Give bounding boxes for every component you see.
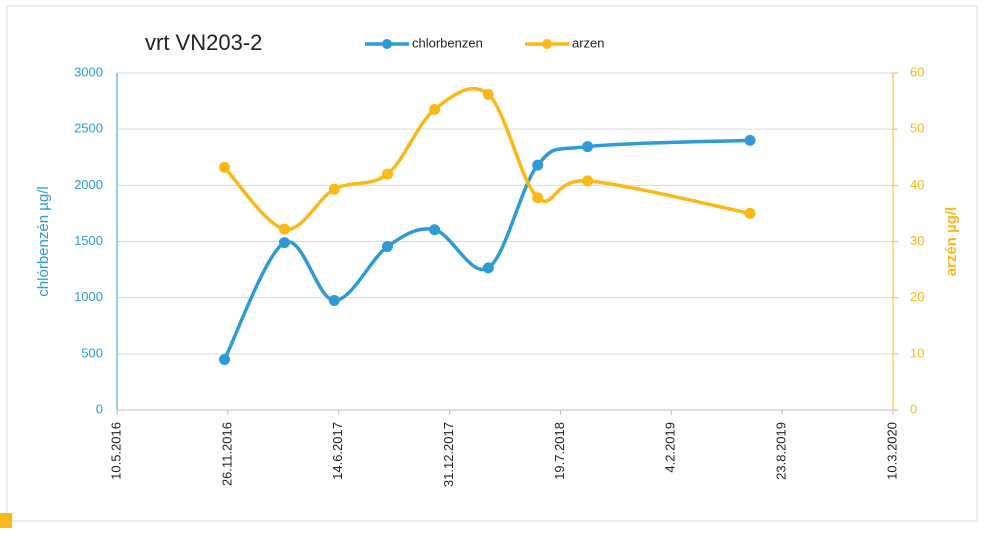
legend-label: arzen xyxy=(572,35,605,50)
y-tick-label: 2500 xyxy=(74,121,103,136)
x-tick-label: 10.3.2020 xyxy=(884,422,899,480)
data-point xyxy=(278,237,290,249)
y2-tick-label: 0 xyxy=(910,401,917,416)
x-tick-label: 26.11.2016 xyxy=(219,422,234,486)
data-point xyxy=(482,88,494,100)
y-tick-label: 2000 xyxy=(74,177,103,192)
legend-marker xyxy=(382,39,392,49)
decoration xyxy=(0,513,12,528)
chart-title: vrt VN203-2 xyxy=(145,30,262,55)
data-point xyxy=(381,241,393,253)
data-point xyxy=(532,159,544,171)
data-point xyxy=(482,262,494,274)
x-tick-label: 4.2.2019 xyxy=(663,422,678,473)
data-point xyxy=(532,192,544,204)
data-point xyxy=(429,224,441,236)
y2-tick-label: 20 xyxy=(910,289,924,304)
data-point xyxy=(429,104,441,116)
y-tick-label: 1000 xyxy=(74,289,103,304)
data-point xyxy=(219,353,231,365)
y-tick-label: 1500 xyxy=(74,233,103,248)
data-point xyxy=(381,168,393,180)
data-point xyxy=(582,175,594,187)
y-tick-label: 500 xyxy=(81,345,103,360)
x-tick-label: 14.6.2017 xyxy=(330,422,345,480)
data-point xyxy=(582,141,594,153)
x-tick-label: 23.8.2019 xyxy=(774,422,789,480)
y2-tick-label: 50 xyxy=(910,121,924,136)
y2-tick-label: 10 xyxy=(910,345,924,360)
data-point xyxy=(219,161,231,173)
data-point xyxy=(744,207,756,219)
y-axis-title: chlórbenzén µg/l xyxy=(35,186,52,296)
y-tick-label: 3000 xyxy=(74,64,103,79)
y2-axis-title: arzén µg/l xyxy=(943,207,960,277)
data-point xyxy=(328,183,340,195)
legend-label: chlorbenzen xyxy=(412,35,483,50)
y-tick-label: 0 xyxy=(96,401,103,416)
x-tick-label: 19.7.2018 xyxy=(552,422,567,480)
y2-tick-label: 60 xyxy=(910,64,924,79)
y2-tick-label: 30 xyxy=(910,233,924,248)
y2-tick-label: 40 xyxy=(910,177,924,192)
x-tick-label: 10.5.2016 xyxy=(108,422,123,480)
data-point xyxy=(744,134,756,146)
legend-marker xyxy=(542,39,552,49)
data-point xyxy=(328,294,340,306)
x-tick-label: 31.12.2017 xyxy=(441,422,456,487)
data-point xyxy=(278,223,290,235)
